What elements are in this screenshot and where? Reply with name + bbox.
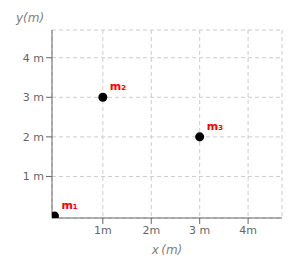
svg-text:4 m: 4 m bbox=[23, 52, 44, 65]
svg-text:m₃: m₃ bbox=[207, 120, 223, 133]
svg-text:2m: 2m bbox=[142, 224, 160, 237]
svg-text:3 m: 3 m bbox=[23, 91, 44, 104]
svg-text:m₂: m₂ bbox=[110, 80, 126, 93]
svg-text:y(m): y(m) bbox=[15, 11, 44, 25]
svg-text:4m: 4m bbox=[239, 224, 257, 237]
svg-text:x (m): x (m) bbox=[151, 243, 183, 257]
svg-text:1m: 1m bbox=[94, 224, 112, 237]
svg-text:m₁: m₁ bbox=[61, 199, 77, 212]
svg-text:1 m: 1 m bbox=[23, 170, 44, 183]
svg-text:3 m: 3 m bbox=[189, 224, 210, 237]
svg-text:2 m: 2 m bbox=[23, 131, 44, 144]
